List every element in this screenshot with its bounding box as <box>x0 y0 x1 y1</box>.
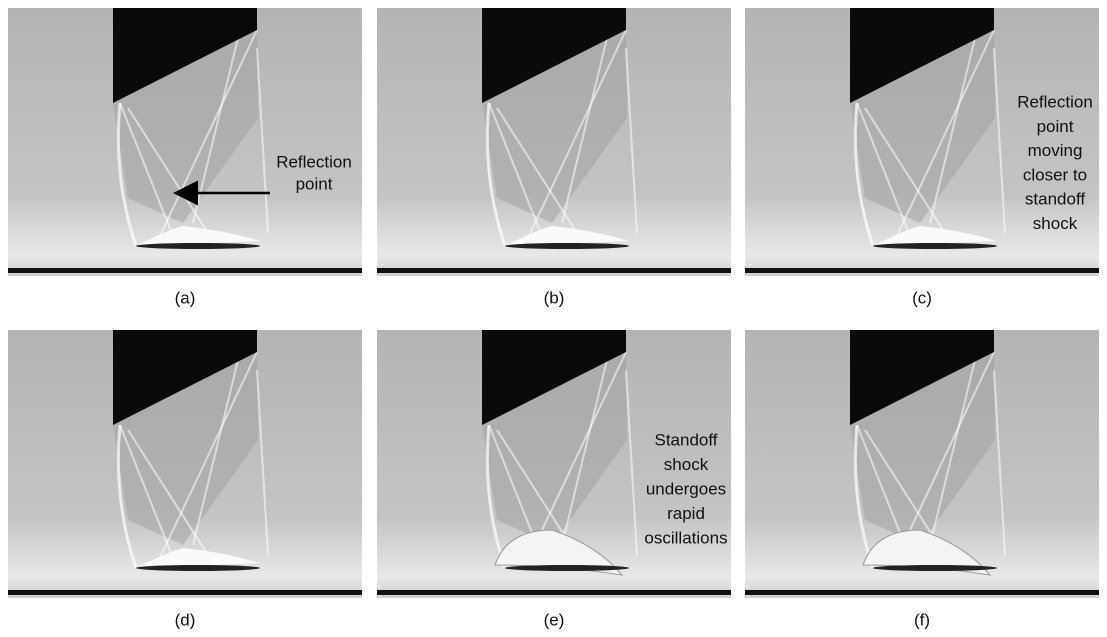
panel <box>377 8 731 276</box>
plate-shadow <box>873 565 997 571</box>
panel: Standoff shock undergoes rapid oscillations <box>377 330 731 598</box>
panel-label: (a) <box>175 288 196 307</box>
panel-label: (d) <box>175 610 196 629</box>
plate-shadow <box>136 243 260 249</box>
wall <box>8 268 362 273</box>
figure: Reflection point (a) (b) Reflection point movi… <box>0 0 1107 637</box>
panel-label: (e) <box>544 610 565 629</box>
panel <box>745 330 1099 598</box>
annotation: oscillations <box>644 528 727 547</box>
annotation: closer to <box>1023 165 1087 184</box>
wall <box>745 590 1099 595</box>
annotation: shock <box>664 455 709 474</box>
annotation: undergoes <box>646 479 726 498</box>
panel-label: (c) <box>912 288 932 307</box>
annotation: point <box>296 174 333 193</box>
annotation: Standoff <box>654 430 717 449</box>
panel <box>8 330 362 598</box>
annotation: standoff <box>1025 190 1085 209</box>
wall <box>745 268 1099 273</box>
plate-shadow <box>505 243 629 249</box>
annotation: moving <box>1028 141 1083 160</box>
plate-shadow <box>136 565 260 571</box>
annotation: rapid <box>667 504 705 523</box>
panel: Reflection point moving closer to standoff sh… <box>745 8 1099 276</box>
annotation: Reflection <box>276 152 352 171</box>
plate-shadow <box>505 565 629 571</box>
panel-label: (f) <box>914 610 930 629</box>
panel-label: (b) <box>544 288 565 307</box>
annotation: point <box>1037 117 1074 136</box>
panel: Reflection point <box>8 8 362 276</box>
annotation: shock <box>1033 214 1078 233</box>
wall <box>377 268 731 273</box>
plate-shadow <box>873 243 997 249</box>
annotation: Reflection <box>1017 92 1093 111</box>
wall <box>377 590 731 595</box>
wall <box>8 590 362 595</box>
